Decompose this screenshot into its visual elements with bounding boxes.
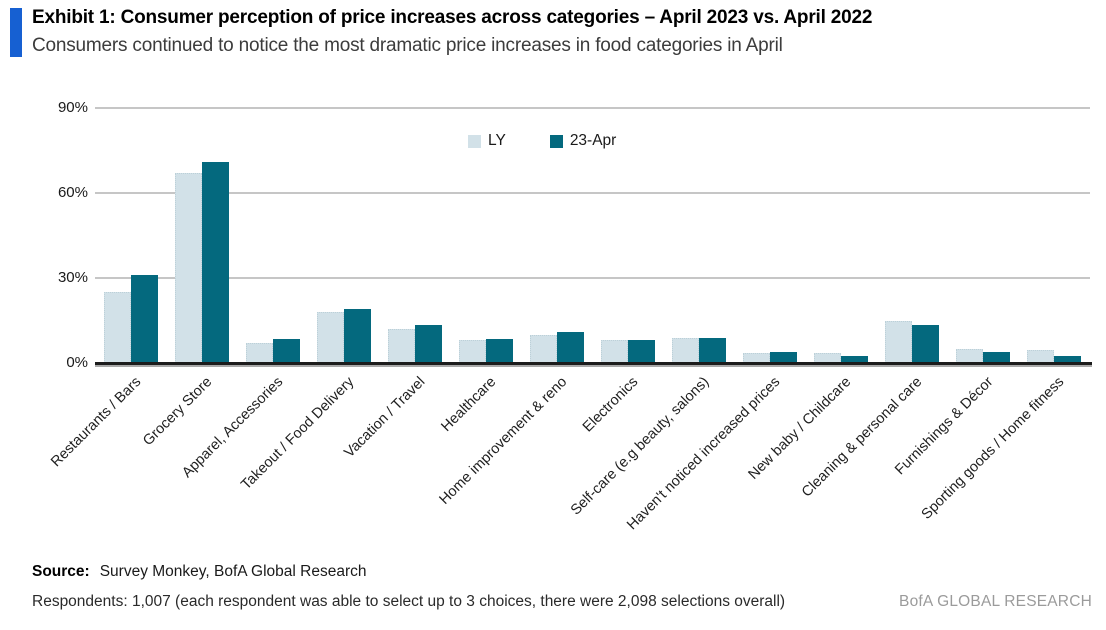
- chart-legend: LY 23-Apr: [468, 132, 616, 150]
- ly-bar-3: [245, 343, 273, 363]
- respondents-line: Respondents: 1,007 (each respondent was …: [32, 593, 786, 610]
- ly-bar-6: [458, 340, 486, 363]
- y-axis-tick-label: 60%: [57, 184, 88, 201]
- ly-bar-10: [743, 353, 771, 363]
- apr-bar-8: [628, 340, 656, 363]
- apr-bar-13: [983, 351, 1011, 363]
- gridline-90: [95, 107, 1090, 109]
- x-axis-baseline: [95, 362, 1092, 365]
- apr-legend-swatch: [549, 134, 563, 148]
- exhibit-title: Exhibit 1: Consumer perception of price …: [32, 7, 873, 28]
- source-text: Survey Monkey, BofA Global Research: [99, 563, 367, 580]
- exhibit-accent-bar: [10, 8, 22, 57]
- apr-bar-3: [272, 338, 300, 363]
- apr-bar-4: [343, 309, 371, 363]
- ly-bar-11: [814, 353, 842, 363]
- ly-bar-1: [103, 292, 131, 363]
- ly-bar-8: [601, 340, 629, 363]
- apr-bar-9: [699, 337, 727, 363]
- apr-bar-10: [770, 351, 798, 363]
- legend-item-23apr: 23-Apr: [549, 132, 617, 150]
- apr-bar-2: [201, 161, 229, 363]
- bar-chart-plot-area: [95, 107, 1090, 363]
- ly-bar-2: [174, 173, 202, 363]
- ly-legend-label: LY: [488, 132, 506, 149]
- exhibit-subtitle: Consumers continued to notice the most d…: [32, 35, 783, 56]
- ly-bar-13: [956, 348, 984, 363]
- apr-bar-6: [485, 338, 513, 363]
- legend-item-ly: LY: [468, 132, 506, 150]
- ly-legend-swatch: [468, 134, 481, 148]
- y-axis-tick-label: 30%: [57, 269, 88, 286]
- source-label: Source:: [32, 563, 90, 580]
- brand-text: BofA GLOBAL RESEARCH: [899, 593, 1092, 610]
- gridline-30: [95, 277, 1090, 279]
- apr-legend-label: 23-Apr: [569, 132, 617, 149]
- ly-bar-4: [316, 312, 344, 363]
- apr-bar-1: [130, 275, 158, 363]
- y-axis-tick-label: 0%: [66, 354, 88, 371]
- ly-bar-5: [387, 329, 415, 363]
- apr-bar-5: [414, 324, 442, 363]
- apr-bar-11: [841, 355, 869, 363]
- ly-bar-7: [529, 334, 557, 363]
- x-axis-baseline-shadow: [95, 365, 1092, 367]
- gridline-60: [95, 192, 1090, 194]
- apr-bar-12: [912, 324, 940, 363]
- ly-bar-14: [1027, 350, 1055, 363]
- source-line: Source: Survey Monkey, BofA Global Resear…: [32, 563, 367, 581]
- ly-bar-9: [672, 337, 700, 363]
- y-axis-tick-label: 90%: [57, 99, 88, 116]
- ly-bar-12: [885, 320, 913, 363]
- apr-bar-14: [1054, 355, 1082, 363]
- apr-bar-7: [556, 331, 584, 363]
